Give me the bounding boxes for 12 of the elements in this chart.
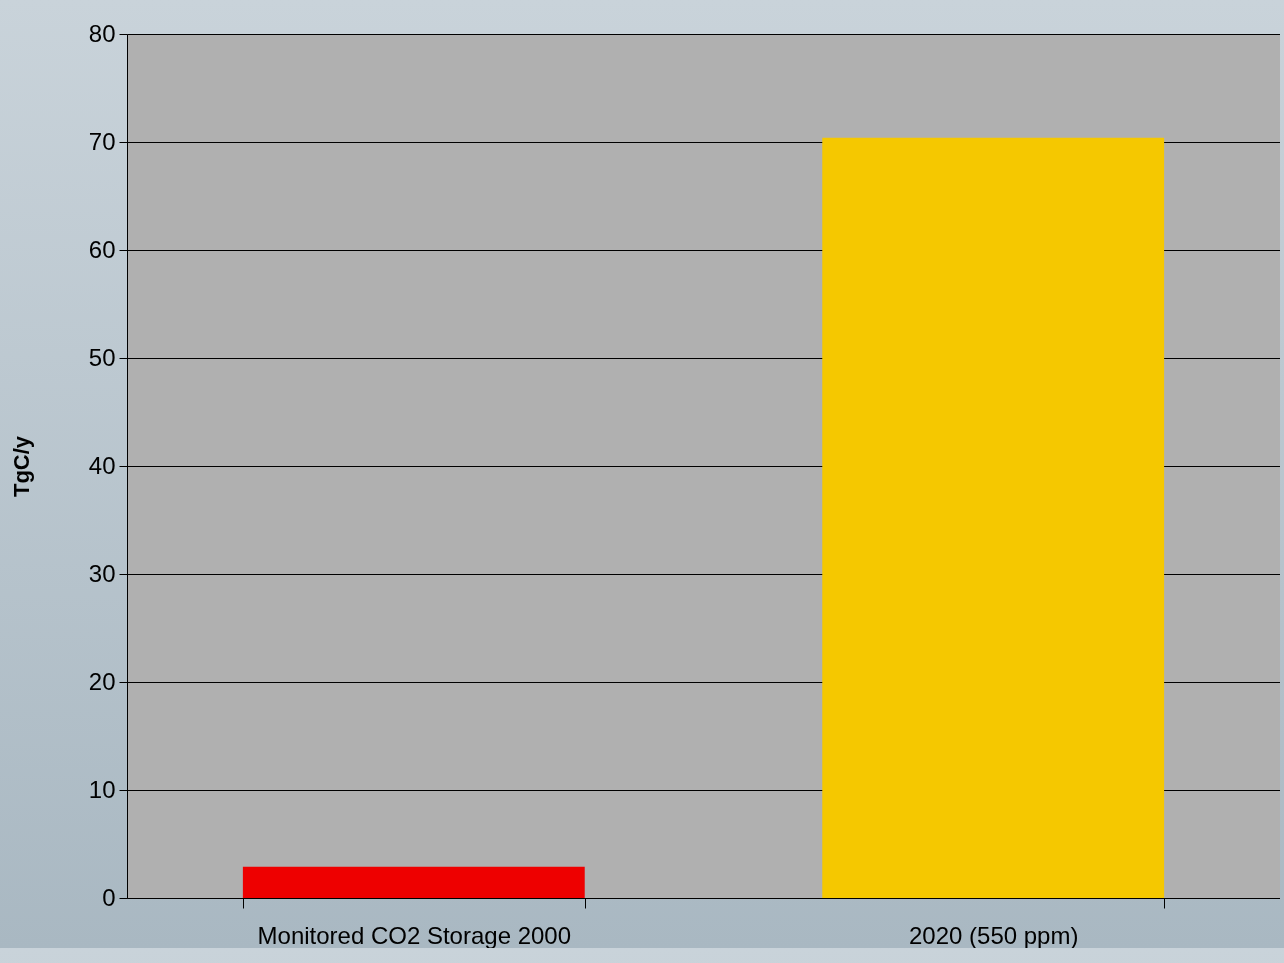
y-tick-label: 0 [102, 883, 116, 911]
y-tick-label: 10 [88, 775, 116, 803]
y-tick-label: 20 [88, 667, 116, 695]
y-tick-label: 60 [88, 235, 116, 263]
y-tick-label: 50 [88, 343, 116, 371]
y-tick-label: 70 [88, 127, 116, 155]
x-tick-label: 2020 (550 ppm) [908, 921, 1079, 949]
x-tick-label: Monitored CO2 Storage 2000 [257, 921, 572, 949]
y-tick-label: 40 [88, 451, 116, 479]
y-tick-label: 80 [88, 19, 116, 47]
y-tick-label: 30 [88, 559, 116, 587]
y-axis-title: TgC/y [8, 435, 34, 498]
